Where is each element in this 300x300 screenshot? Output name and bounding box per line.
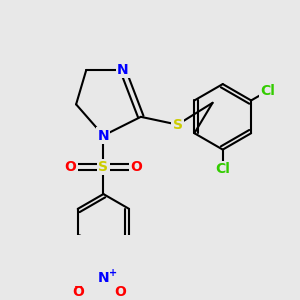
Text: N: N (117, 63, 129, 77)
Text: Cl: Cl (215, 162, 230, 176)
Text: −: − (74, 282, 83, 292)
Text: +: + (109, 268, 117, 278)
Text: S: S (98, 160, 108, 174)
Text: O: O (73, 285, 84, 299)
Text: O: O (130, 160, 142, 174)
Text: O: O (115, 285, 127, 299)
Text: O: O (65, 160, 76, 174)
Text: N: N (98, 271, 109, 285)
Text: S: S (172, 118, 182, 132)
Text: N: N (98, 129, 109, 142)
Text: Cl: Cl (261, 84, 275, 98)
